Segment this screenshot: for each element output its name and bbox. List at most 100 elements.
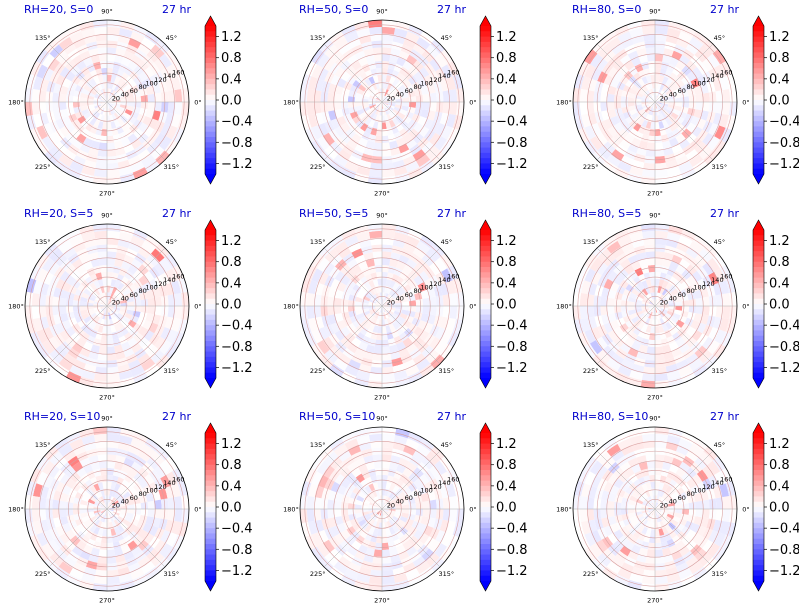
colorbar-tick-label: −0.8 bbox=[769, 340, 799, 355]
colorbar-segment bbox=[753, 288, 764, 294]
angle-tick-label: 225° bbox=[35, 163, 51, 171]
colorbar-segment bbox=[480, 464, 491, 471]
radial-tick-label: 160 bbox=[447, 272, 459, 280]
polar-panel: 0°45°90°135°180°225°270°315°20 40 60 801001… bbox=[556, 410, 750, 605]
radial-tick-label: 160 bbox=[172, 475, 184, 483]
radial-tick-label: 40 bbox=[121, 91, 129, 99]
colorbar-segment bbox=[753, 335, 764, 342]
angular-grid-line bbox=[381, 101, 441, 161]
colorbar-segment bbox=[480, 57, 491, 64]
angle-tick-label: 315° bbox=[712, 163, 728, 171]
radial-tick-label: 60 bbox=[130, 291, 138, 299]
colorbar: 1.2 0.8 0.4 0.0 −0.4 −0.8 −1.2 bbox=[204, 422, 253, 592]
colorbar-segment bbox=[753, 480, 764, 487]
colorbar-segment bbox=[205, 533, 216, 540]
polar-frame bbox=[299, 426, 465, 592]
colorbar-segment bbox=[753, 152, 764, 159]
colorbar-extend-high bbox=[205, 16, 216, 26]
angle-tick-label: 225° bbox=[310, 163, 326, 171]
panel-title: RH=20, S=5 bbox=[24, 207, 93, 220]
colorbar-tick-label: 0.0 bbox=[496, 501, 517, 516]
colorbar-tick-label: 1.2 bbox=[221, 30, 242, 45]
colorbar: 1.2 0.8 0.4 0.0 −0.4 −0.8 −1.2 bbox=[479, 422, 528, 592]
colorbar-tick-label: 0.4 bbox=[221, 479, 242, 494]
radial-tick-label: 20 bbox=[112, 298, 120, 306]
radial-tick-label: 20 bbox=[660, 298, 668, 306]
colorbar-tick-label: 0.8 bbox=[221, 255, 242, 270]
colorbar-segment bbox=[205, 485, 216, 492]
colorbar-segment bbox=[205, 538, 216, 545]
colorbar-segment bbox=[205, 512, 216, 519]
colorbar-segment bbox=[205, 31, 216, 38]
colorbar-outline bbox=[752, 15, 765, 185]
angle-tick-label: 180° bbox=[8, 506, 24, 514]
colorbar-segment bbox=[205, 372, 216, 379]
colorbar-segment bbox=[205, 26, 216, 32]
colorbar-segment bbox=[753, 485, 764, 492]
polar-frame bbox=[299, 223, 465, 389]
colorbar-extend-low bbox=[480, 174, 491, 184]
colorbar-tick-label: −0.4 bbox=[221, 115, 253, 130]
angular-grid-line bbox=[381, 508, 441, 568]
angle-tick-label: 270° bbox=[99, 190, 115, 198]
radial-tick-label: 100 bbox=[693, 284, 705, 292]
colorbar-segment bbox=[205, 240, 216, 247]
panel-time-label: 27 hr bbox=[710, 3, 739, 16]
radial-tick-label: 120 bbox=[154, 76, 166, 84]
colorbar-segment bbox=[753, 78, 764, 85]
angle-tick-label: 90° bbox=[101, 8, 113, 16]
colorbar-segment bbox=[205, 341, 216, 347]
angular-grid-line bbox=[48, 247, 108, 307]
colorbar-tick-label: 0.0 bbox=[221, 298, 242, 313]
colorbar-segment bbox=[205, 41, 216, 48]
radial-tick-label: 100 bbox=[693, 487, 705, 495]
colorbar-segment bbox=[480, 454, 491, 460]
colorbar-segment bbox=[205, 298, 216, 305]
radial-tick-label: 80 bbox=[139, 287, 147, 295]
colorbar-segment bbox=[753, 261, 764, 268]
colorbar-segment bbox=[480, 47, 491, 53]
colorbar-segment bbox=[205, 330, 216, 337]
colorbar-segment bbox=[480, 362, 491, 368]
angle-tick-label: 180° bbox=[556, 99, 572, 107]
colorbar-segment bbox=[480, 335, 491, 342]
colorbar-tick-label: 1.2 bbox=[221, 437, 242, 452]
colorbar-segment bbox=[480, 261, 491, 268]
colorbar-segment bbox=[753, 31, 764, 38]
angle-tick-label: 135° bbox=[583, 238, 599, 246]
colorbar-tick-label: −1.2 bbox=[496, 564, 528, 579]
colorbar-segment bbox=[480, 158, 491, 164]
colorbar-tick-label: 0.8 bbox=[221, 458, 242, 473]
angular-grid-line bbox=[106, 101, 166, 161]
colorbar-tick-label: −0.4 bbox=[769, 115, 799, 130]
radial-tick-label: 140 bbox=[163, 72, 175, 80]
colorbar-segment bbox=[753, 282, 764, 289]
colorbar-segment bbox=[205, 168, 216, 175]
angle-tick-label: 0° bbox=[469, 303, 476, 311]
angular-grid-line bbox=[106, 508, 166, 568]
angle-tick-label: 90° bbox=[376, 8, 388, 16]
angle-tick-label: 270° bbox=[99, 597, 115, 605]
polar-frame bbox=[24, 223, 190, 389]
angle-tick-label: 45° bbox=[166, 238, 178, 246]
colorbar-segment bbox=[753, 522, 764, 529]
colorbar-segment bbox=[205, 319, 216, 326]
angle-tick-label: 180° bbox=[283, 506, 299, 514]
colorbar-segment bbox=[753, 459, 764, 466]
angular-grid-line bbox=[106, 247, 166, 307]
colorbar-segment bbox=[480, 245, 491, 252]
colorbar-segment bbox=[753, 507, 764, 513]
angle-tick-label: 180° bbox=[283, 99, 299, 107]
angular-grid-line bbox=[596, 450, 656, 510]
colorbar-segment bbox=[205, 121, 216, 127]
colorbar-segment bbox=[753, 163, 764, 170]
colorbar-segment bbox=[753, 570, 764, 577]
colorbar-tick-label: 0.0 bbox=[496, 298, 517, 313]
colorbar-segment bbox=[205, 438, 216, 445]
radial-tick-label: 40 bbox=[396, 498, 404, 506]
panel-time-label: 27 hr bbox=[710, 410, 739, 423]
colorbar-segment bbox=[205, 475, 216, 482]
colorbar-tick-label: 0.8 bbox=[496, 458, 517, 473]
angle-tick-label: 0° bbox=[194, 506, 201, 514]
colorbar-segment bbox=[753, 330, 764, 337]
